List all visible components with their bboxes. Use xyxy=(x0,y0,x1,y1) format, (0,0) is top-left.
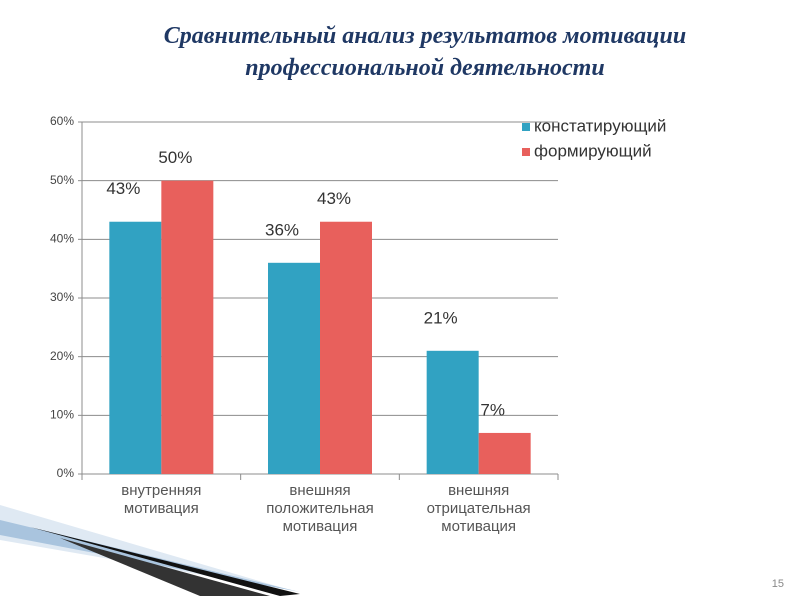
bar xyxy=(268,262,320,474)
y-tick-label: 50% xyxy=(50,173,74,187)
legend-label: констатирующий xyxy=(534,116,666,135)
y-tick-label: 40% xyxy=(50,232,74,246)
x-tick-label: внешняя положительная мотивация xyxy=(266,482,374,535)
data-label: 36% xyxy=(265,220,299,239)
legend-swatch xyxy=(522,148,530,156)
decoration xyxy=(0,505,300,596)
stripe xyxy=(0,505,290,590)
legend-swatch xyxy=(522,123,530,131)
y-tick-label: 60% xyxy=(50,114,74,128)
stripe xyxy=(0,520,300,592)
stripe xyxy=(30,527,300,596)
bar xyxy=(478,432,531,474)
data-label: 43% xyxy=(106,179,140,198)
y-tick-label: 0% xyxy=(57,466,75,480)
chart-title: Сравнительный анализ результатов мотивац… xyxy=(163,23,687,81)
data-label: 43% xyxy=(317,189,351,208)
x-tick-label: внешняя отрицательная мотивация xyxy=(426,482,531,535)
data-label: 21% xyxy=(424,308,458,327)
x-tick-label: внутренняя мотивация xyxy=(121,482,202,517)
legend-label: формирующий xyxy=(534,141,652,160)
bar xyxy=(161,180,214,474)
y-tick-label: 10% xyxy=(50,408,74,422)
data-label: 50% xyxy=(158,148,192,167)
bar xyxy=(320,221,372,474)
y-tick-label: 30% xyxy=(50,290,74,304)
bar xyxy=(426,350,479,474)
y-tick-label: 20% xyxy=(50,349,74,363)
slide-number: 15 xyxy=(771,578,784,590)
bar xyxy=(109,221,162,474)
data-label: 7% xyxy=(480,400,505,419)
stripe xyxy=(60,538,270,596)
